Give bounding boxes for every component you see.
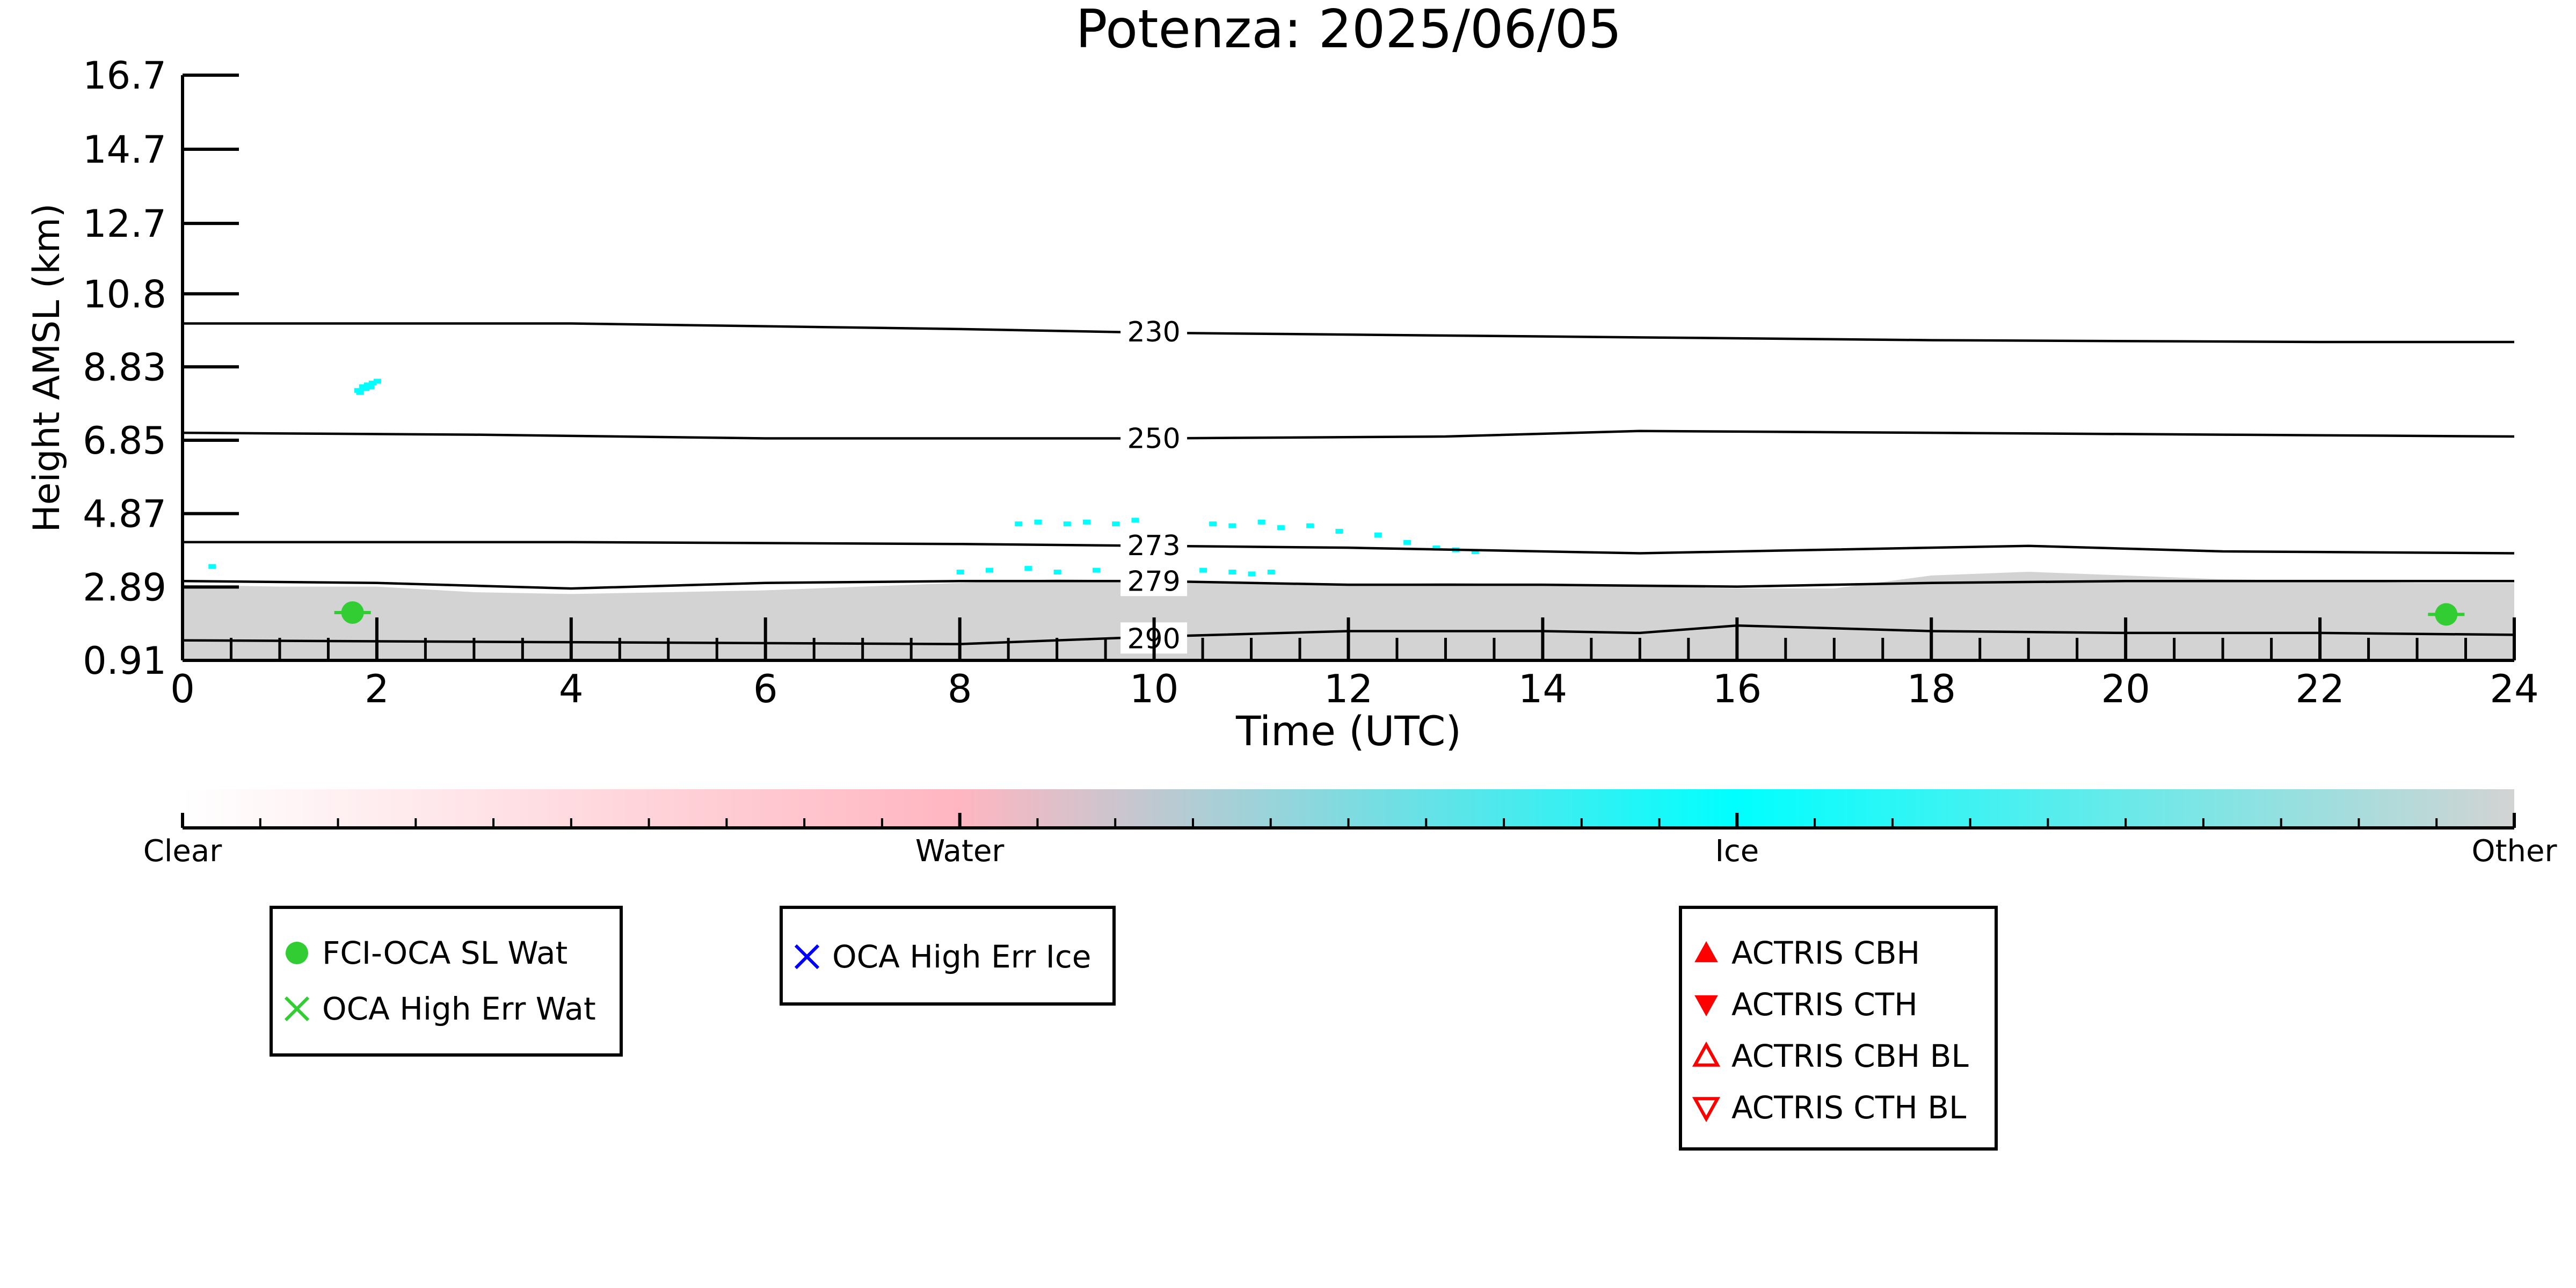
legend-marker [284, 996, 310, 1022]
ice-point [1257, 519, 1265, 525]
legend-label: OCA High Err Wat [322, 991, 596, 1027]
ice-point [1053, 570, 1061, 575]
ice-point [208, 564, 216, 569]
ice-point [1024, 566, 1032, 571]
ice-point [1034, 519, 1042, 525]
ice-point [1267, 570, 1275, 575]
colorbar-ticks: Clear Water Ice Other [143, 813, 2557, 869]
isotherm-label-bg [1120, 316, 1188, 347]
legend-marker [794, 944, 820, 970]
legend-label: FCI-OCA SL Wat [322, 935, 567, 971]
ice-point [956, 570, 964, 575]
y-tick-label: 12.7 [83, 202, 166, 246]
ice-point [1093, 567, 1101, 573]
ice-point [1335, 529, 1343, 534]
x-tick-label: 6 [753, 666, 778, 711]
isotherm-line [182, 624, 2515, 645]
legend-marker [1694, 995, 1718, 1017]
x-axis-label: Time (UTC) [1235, 707, 1461, 755]
x-tick-label: 8 [948, 666, 972, 711]
isotherm-label: 279 [1127, 565, 1180, 598]
x-tick-label: 16 [1713, 666, 1762, 711]
y-tick-label: 6.85 [83, 419, 166, 463]
isotherm-label: 250 [1127, 423, 1180, 455]
x-tick-label: 12 [1324, 666, 1373, 711]
ice-point [373, 379, 381, 384]
isotherm-line [183, 541, 2515, 555]
ice-point [1432, 545, 1440, 551]
y-tick-label: 4.87 [83, 492, 166, 536]
legend-marker [1694, 941, 1718, 963]
legend-label: ACTRIS CBH BL [1731, 1038, 1969, 1074]
ice-point [1082, 519, 1090, 525]
ice-point [1131, 518, 1139, 523]
ice-point [1112, 521, 1120, 527]
x-tick-label: 22 [2295, 666, 2345, 711]
isotherm-label-bg [1120, 422, 1188, 454]
ice-point [1277, 525, 1285, 530]
x-tick-label: 18 [1906, 666, 1956, 711]
legend-box [780, 906, 1116, 1006]
ice-point [985, 567, 993, 573]
x-tick-label: 24 [2490, 666, 2539, 711]
isotherm-line [182, 580, 2514, 590]
colorbar-label: Ice [1715, 834, 1759, 869]
ice-point [1063, 521, 1071, 527]
colorbar-label: Clear [143, 834, 222, 869]
colorbar-label: Other [2471, 834, 2557, 869]
legend-label: ACTRIS CBH [1731, 935, 1920, 971]
ice-point [1199, 567, 1207, 573]
ice-point [368, 380, 376, 385]
x-tick-label: 20 [2101, 666, 2150, 711]
legend-marker [1692, 1097, 1721, 1123]
ice-point [362, 386, 370, 391]
ice-point [1306, 523, 1314, 528]
x-tick-label: 2 [365, 666, 389, 711]
ice-point [1015, 521, 1023, 527]
ice-point [1403, 540, 1411, 545]
legend-box [1679, 906, 1998, 1151]
isotherm-label: 230 [1127, 316, 1180, 348]
x-tick-label: 4 [559, 666, 584, 711]
isotherm-label: 273 [1127, 530, 1180, 562]
legend-box [270, 906, 623, 1057]
legend-marker [1692, 1041, 1721, 1067]
y-tick-label: 14.7 [83, 128, 166, 172]
ice-point [1471, 549, 1479, 555]
isotherm-line [183, 322, 2514, 344]
y-tick-label: 2.89 [83, 565, 166, 609]
y-tick-label: 16.7 [83, 54, 166, 98]
legend-label: ACTRIS CTH BL [1731, 1089, 1966, 1126]
ice-point [1248, 571, 1256, 577]
legends: FCI-OCA SL Wat OCA High Err Wat OCA High E… [270, 906, 1998, 1151]
x-tick-label: 0 [170, 666, 195, 711]
x-tick-label: 14 [1518, 666, 1568, 711]
y-tick-label: 8.83 [83, 345, 166, 389]
fci-oca-sl-wat-point [341, 601, 364, 624]
isotherm-label-bg [1120, 529, 1188, 561]
y-axis-label: Height AMSL (km) [26, 203, 68, 533]
y-tick-label: 10.8 [83, 272, 166, 316]
y-tick-label: 0.91 [83, 639, 166, 683]
colorbar-label: Water [915, 834, 1005, 869]
ice-point [1374, 532, 1382, 537]
legend-label: OCA High Err Ice [832, 938, 1091, 975]
chart-title: Potenza: 2025/06/05 [1076, 0, 1622, 60]
axes: 0 2 4 6 8 10 12 14 16 18 20 22 240.912.894.876.858.8… [83, 54, 2539, 711]
fci-oca-sl-wat-point [2435, 603, 2458, 626]
x-tick-label: 10 [1130, 666, 1179, 711]
ice-point [1228, 523, 1236, 528]
ice-point [356, 390, 364, 395]
ice-point [367, 384, 375, 389]
legend-label: ACTRIS CTH [1731, 986, 1918, 1023]
isotherm-label-bg [1120, 565, 1188, 596]
isotherm-line [182, 430, 2515, 440]
ice-point [1228, 570, 1236, 575]
legend-marker [286, 942, 308, 964]
ice-point [1209, 521, 1217, 527]
